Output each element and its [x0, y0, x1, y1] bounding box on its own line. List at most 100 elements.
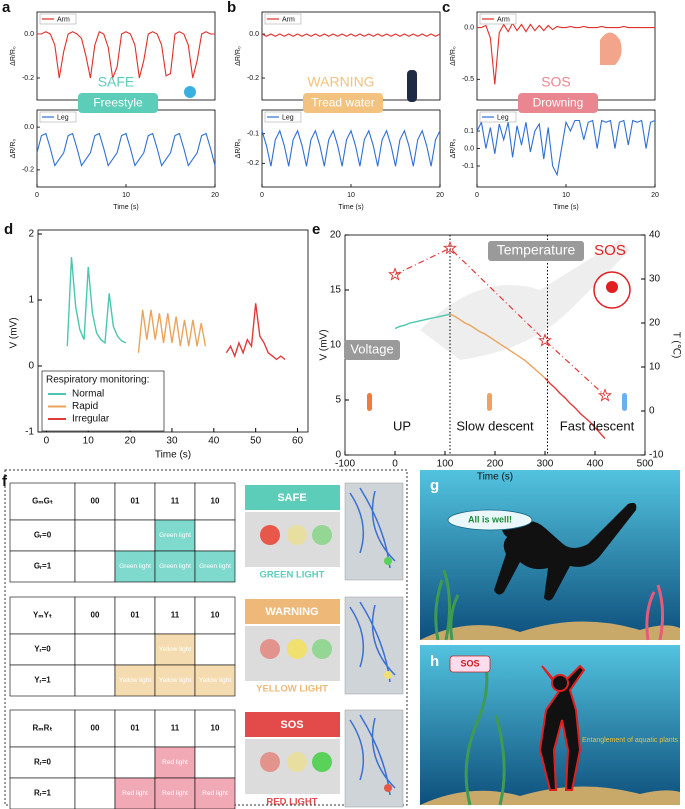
y-tick-label: -0.2	[22, 167, 34, 174]
y-tick-label: 0.0	[24, 31, 34, 38]
y-tick-label: -0.5	[462, 76, 474, 83]
seaweed	[464, 664, 506, 806]
header-cell: 10	[211, 724, 220, 733]
activity-badge	[78, 93, 158, 113]
line-series	[476, 119, 656, 177]
y2-tick-label: 10	[649, 362, 661, 373]
diver-head	[551, 674, 569, 692]
table-text: Rᵣ=1	[34, 789, 51, 798]
legend-box	[264, 111, 302, 123]
table-cell	[74, 519, 116, 552]
table-cell	[74, 746, 116, 779]
status-title: WARNING	[265, 606, 318, 618]
y-axis-label: ΔR/R₀	[450, 139, 457, 159]
y-tick-label: 0.0	[249, 31, 259, 38]
y-tick-label: 1	[28, 295, 34, 306]
y-tick-label: 0.0	[464, 145, 474, 152]
table-cell	[194, 482, 236, 521]
speech-bubble	[447, 509, 533, 531]
header-cell: YₘYₜ	[33, 611, 52, 620]
x-tick-label: 10	[83, 436, 95, 447]
voltage-line	[449, 313, 546, 379]
temperature-point	[442, 240, 458, 255]
legend-label: Rapid	[72, 401, 98, 412]
panel-label: f	[2, 473, 8, 490]
table-cell	[154, 664, 196, 697]
y2-tick-label: -10	[649, 450, 664, 461]
table-text: Red light	[162, 790, 188, 797]
table-cell	[194, 709, 236, 748]
line-series	[225, 303, 286, 361]
table-cell	[74, 633, 116, 666]
annotation: Voltage	[350, 341, 393, 356]
header-cell: 10	[211, 497, 220, 506]
status-caption: GREEN LIGHT	[260, 570, 325, 581]
cold-thermometer	[622, 393, 627, 411]
table-cell	[74, 550, 116, 583]
led-small	[384, 784, 392, 792]
header-cell: 10	[211, 611, 220, 620]
y-tick-label: 20	[330, 230, 342, 241]
x-tick-label: 0	[392, 459, 398, 470]
table-text: Green light	[159, 532, 191, 539]
table-text: Yellow light	[159, 677, 191, 684]
legend-title: Respiratory monitoring:	[46, 375, 149, 386]
y-axis-label: V (mV)	[9, 317, 20, 348]
legend-label: Arm	[57, 16, 70, 23]
legend-box	[479, 13, 517, 25]
status-title: SOS	[280, 719, 303, 731]
bubble-text: All is well!	[468, 514, 512, 524]
seaweed	[434, 569, 460, 641]
y-tick-label: 5	[335, 395, 341, 406]
x-tick-label: 0	[475, 192, 479, 199]
table-cell	[74, 709, 116, 748]
temperature-trend	[394, 247, 606, 397]
y-tick-label: -0.2	[22, 75, 34, 82]
table-cell	[74, 777, 116, 809]
temperature-point	[597, 388, 613, 402]
activity-label: Drowning	[533, 96, 584, 110]
line-series	[37, 31, 215, 81]
status-label: SAFE	[98, 74, 135, 90]
header-cell: 00	[91, 611, 100, 620]
x-axis-label: Time (s)	[338, 204, 363, 211]
table-text: Rᵣ=0	[34, 758, 51, 767]
table-cell	[154, 596, 196, 635]
panel-label: a	[2, 0, 11, 16]
table-cell	[114, 664, 156, 697]
legend-label: Normal	[72, 389, 104, 400]
voltage-line	[394, 313, 451, 330]
annotation-box	[488, 241, 584, 261]
table-cell	[194, 746, 236, 779]
temperature-point	[387, 267, 403, 281]
table-text: Green light	[119, 563, 151, 570]
table-text: Gᵣ=0	[34, 531, 52, 540]
table-cell	[114, 596, 156, 635]
table-text: Red light	[202, 790, 228, 797]
header-cell: 00	[91, 724, 100, 733]
y-axis-label: ΔR/R₀	[235, 46, 242, 66]
octopus-icon	[606, 281, 618, 293]
table-cell	[194, 633, 236, 666]
y2-tick-label: 0	[649, 406, 655, 417]
header-cell: 01	[131, 724, 140, 733]
status-label: WARNING	[307, 74, 374, 90]
x-tick-label: 500	[637, 459, 654, 470]
table-cell	[194, 777, 236, 809]
header-cell: 11	[171, 611, 180, 620]
status-box	[245, 599, 340, 624]
x-tick-label: 50	[250, 436, 262, 447]
bubble-text: SOS	[460, 658, 479, 668]
y-tick-label: 0.0	[24, 124, 34, 131]
table-cell	[114, 633, 156, 666]
panel-label: c	[442, 0, 450, 16]
table-cell	[154, 633, 196, 666]
y2-tick-label: 30	[649, 274, 661, 285]
table-text: Yᵣ=0	[34, 645, 51, 654]
annotation: Temperature	[497, 242, 576, 258]
line-series	[261, 33, 441, 37]
x-tick-label: 10	[347, 192, 355, 199]
hand-icon	[600, 32, 622, 65]
mid-thermometer	[487, 393, 492, 411]
